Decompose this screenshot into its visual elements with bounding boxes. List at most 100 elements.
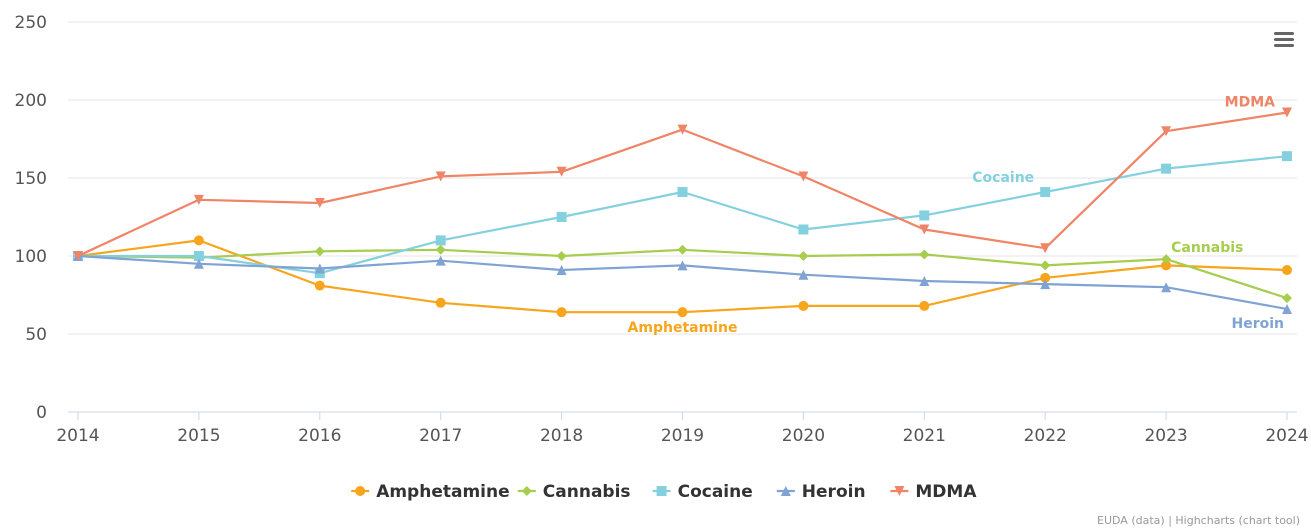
legend: Amphetamine Cannabis Cocaine Heroin MDMA — [351, 482, 977, 502]
legend-marker-amphetamine — [355, 486, 366, 496]
data-point-cocaine[interactable] — [556, 212, 567, 222]
x-tick-label: 2014 — [56, 426, 99, 446]
data-point-cannabis[interactable] — [677, 244, 688, 255]
data-point-amphetamine[interactable] — [556, 307, 567, 318]
legend-marker-cocaine — [656, 486, 667, 496]
axes: 0 50 100 150 200 250 2014 2015 2016 2017 2018 2019 2… — [15, 13, 1309, 446]
hamburger-menu-icon[interactable] — [1268, 26, 1298, 52]
legend-marker-cannabis — [521, 486, 532, 496]
data-point-amphetamine[interactable] — [1040, 272, 1051, 283]
data-point-cannabis[interactable] — [798, 251, 809, 261]
data-point-amphetamine[interactable] — [798, 300, 809, 311]
legend-item-heroin[interactable]: Heroin — [776, 482, 866, 502]
x-tick-label: 2016 — [298, 426, 341, 446]
data-point-heroin[interactable] — [435, 255, 446, 266]
data-point-cocaine[interactable] — [677, 187, 688, 198]
series-heroin — [73, 251, 1292, 315]
data-point-mdma[interactable] — [677, 124, 688, 135]
data-point-mdma[interactable] — [1040, 243, 1051, 254]
legend-label-heroin: Heroin — [802, 482, 866, 502]
series-cocaine — [73, 151, 1292, 279]
data-point-mdma[interactable] — [798, 171, 809, 182]
data-point-amphetamine[interactable] — [1161, 260, 1172, 271]
x-tick-label: 2021 — [903, 426, 946, 446]
series-label-cocaine: Cocaine — [972, 170, 1034, 186]
data-point-heroin[interactable] — [314, 263, 325, 274]
x-tick-label: 2023 — [1144, 426, 1187, 446]
data-point-cocaine[interactable] — [1161, 163, 1172, 174]
series-label-cannabis: Cannabis — [1171, 240, 1243, 256]
data-point-mdma[interactable] — [314, 197, 325, 208]
series-lines — [73, 107, 1292, 318]
data-point-cocaine[interactable] — [435, 235, 446, 246]
series-label-heroin: Heroin — [1232, 316, 1285, 332]
data-point-mdma[interactable] — [1161, 126, 1172, 137]
data-point-cocaine[interactable] — [919, 210, 930, 221]
series-labels: Amphetamine Cannabis Cocaine Heroin MDMA — [628, 94, 1284, 336]
legend-item-mdma[interactable]: MDMA — [890, 482, 977, 502]
data-point-cocaine[interactable] — [798, 224, 809, 235]
data-point-mdma[interactable] — [435, 171, 446, 182]
data-point-amphetamine[interactable] — [677, 307, 688, 318]
x-tick-label: 2022 — [1024, 426, 1067, 446]
legend-marker-heroin — [780, 486, 791, 496]
data-point-amphetamine[interactable] — [919, 300, 930, 311]
y-tick-label: 0 — [36, 403, 47, 423]
data-point-heroin[interactable] — [1161, 282, 1172, 293]
data-point-heroin[interactable] — [919, 275, 930, 286]
x-tick-label: 2019 — [661, 426, 704, 446]
credits-text[interactable]: EUDA (data) | Highcharts (chart tool) — [1097, 514, 1300, 527]
data-point-amphetamine[interactable] — [435, 297, 446, 308]
data-point-heroin[interactable] — [1282, 304, 1292, 315]
y-tick-label: 100 — [15, 247, 47, 267]
data-point-mdma[interactable] — [193, 194, 204, 205]
data-point-heroin[interactable] — [677, 260, 688, 271]
data-point-heroin[interactable] — [556, 265, 567, 276]
legend-label-mdma: MDMA — [915, 482, 977, 502]
series-amphetamine — [73, 235, 1292, 318]
data-point-cannabis[interactable] — [1040, 260, 1051, 271]
legend-label-amphetamine: Amphetamine — [376, 482, 509, 502]
x-tick-label: 2020 — [782, 426, 825, 446]
y-tick-label: 200 — [15, 91, 47, 111]
x-tick-label: 2015 — [177, 426, 220, 446]
data-point-cannabis[interactable] — [435, 244, 446, 255]
gridlines — [68, 21, 1297, 335]
x-tick-label: 2018 — [540, 426, 583, 446]
data-point-cannabis[interactable] — [1282, 293, 1292, 304]
legend-marker-mdma — [894, 486, 905, 496]
legend-item-amphetamine[interactable]: Amphetamine — [351, 482, 510, 502]
data-point-amphetamine[interactable] — [1282, 265, 1292, 276]
data-point-cannabis[interactable] — [919, 249, 930, 260]
data-point-cocaine[interactable] — [1040, 187, 1051, 198]
y-tick-label: 50 — [25, 325, 47, 345]
data-point-amphetamine[interactable] — [314, 280, 325, 291]
series-label-mdma: MDMA — [1225, 94, 1275, 110]
data-point-mdma[interactable] — [1282, 107, 1292, 118]
data-point-amphetamine[interactable] — [193, 235, 204, 246]
data-point-cannabis[interactable] — [314, 246, 325, 257]
data-point-heroin[interactable] — [798, 269, 809, 280]
legend-item-cocaine[interactable]: Cocaine — [652, 482, 753, 502]
data-point-cannabis[interactable] — [1161, 254, 1172, 265]
legend-label-cocaine: Cocaine — [678, 482, 753, 502]
data-point-heroin[interactable] — [1040, 279, 1051, 290]
y-tick-label: 250 — [15, 13, 47, 33]
legend-label-cannabis: Cannabis — [543, 482, 631, 502]
data-point-cocaine[interactable] — [193, 251, 204, 261]
data-point-cannabis[interactable] — [556, 251, 567, 261]
data-point-heroin[interactable] — [193, 258, 204, 269]
data-point-mdma[interactable] — [919, 224, 930, 235]
series-line-cannabis[interactable] — [76, 248, 1289, 300]
y-tick-label: 150 — [15, 169, 47, 189]
series-mdma — [73, 107, 1292, 261]
x-tick-label: 2024 — [1265, 426, 1308, 446]
data-point-mdma[interactable] — [73, 251, 83, 261]
data-point-cocaine[interactable] — [1282, 151, 1292, 162]
data-point-mdma[interactable] — [556, 166, 567, 177]
series-cannabis — [73, 244, 1292, 304]
series-label-amphetamine: Amphetamine — [628, 320, 738, 336]
legend-item-cannabis[interactable]: Cannabis — [517, 482, 631, 502]
x-tick-label: 2017 — [419, 426, 462, 446]
